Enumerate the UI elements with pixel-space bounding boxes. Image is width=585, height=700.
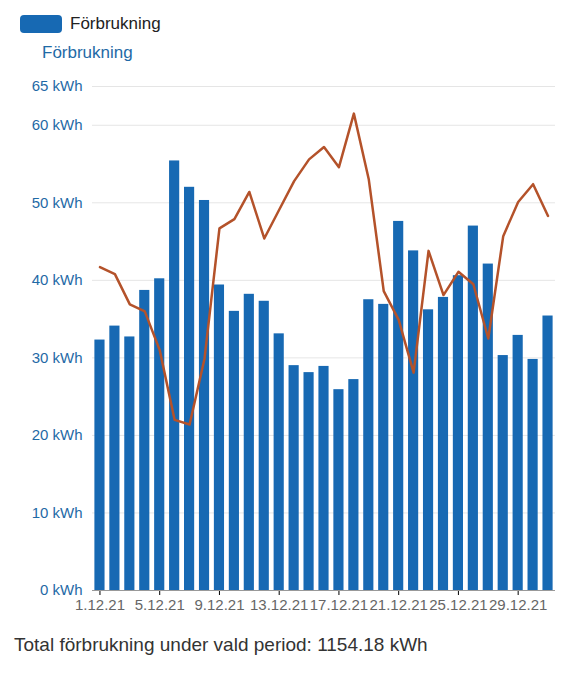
svg-text:0 kWh: 0 kWh [40, 581, 83, 599]
svg-text:29.12.21: 29.12.21 [489, 596, 547, 613]
html-text:Förbrukning: Förbrukning [42, 43, 133, 62]
svg-text:21.12.21: 21.12.21 [369, 596, 427, 613]
svg-text:40 kWh: 40 kWh [32, 271, 83, 288]
svg-text:65 kWh: 65 kWh [32, 77, 83, 94]
svg-text:60 kWh: 60 kWh [32, 116, 83, 133]
html-text:Total förbrukning under vald p: Total förbrukning under vald period: 115… [14, 634, 428, 655]
html-text:Förbrukning: Förbrukning [70, 14, 161, 33]
svg-text:5.12.21: 5.12.21 [135, 596, 185, 613]
svg-text:30 kWh: 30 kWh [32, 349, 83, 366]
svg-text:25.12.21: 25.12.21 [429, 596, 487, 613]
svg-text:1.12.21: 1.12.21 [75, 596, 125, 613]
svg-text:9.12.21: 9.12.21 [194, 596, 244, 613]
svg-text:50 kWh: 50 kWh [32, 194, 83, 211]
svg-text:10 kWh: 10 kWh [32, 504, 83, 521]
svg-text:17.12.21: 17.12.21 [310, 596, 368, 613]
svg-text:13.12.21: 13.12.21 [250, 596, 308, 613]
svg-text:20 kWh: 20 kWh [32, 426, 83, 443]
